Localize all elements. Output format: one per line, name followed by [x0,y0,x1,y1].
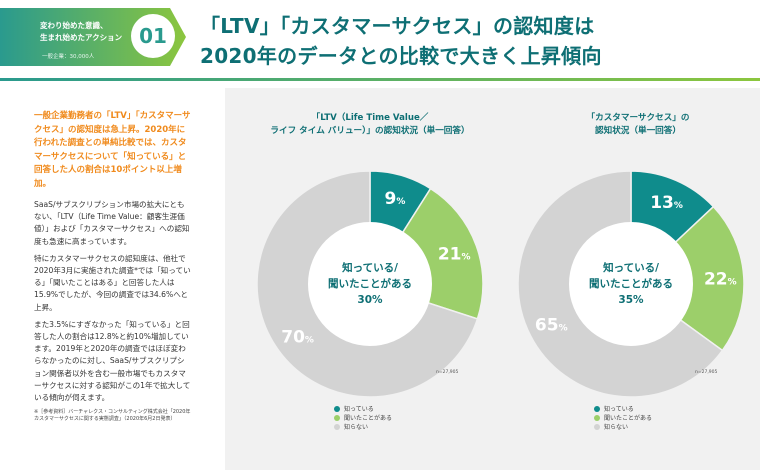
legend-item-heard: 聞いたことがある [594,413,652,422]
legend-item-unknown: 知らない [594,422,652,431]
chart-1-legend: 知っている 聞いたことがある 知らない [334,404,392,431]
legend-label-unknown: 知らない [344,424,369,431]
chart-1-title: 「LTV（Life Time Value／ ライフ タイム バリュー）」の認知状… [225,112,515,138]
donut-hole [308,222,432,346]
section-badge: 変わり始めた意識、 生まれ始めたアクション 一般企業：30,000人 01 [0,8,186,66]
legend-dot-heard [594,414,600,421]
body-paragraph-3: また3.5%にすぎなかった「知っている」と回答した人の割合は12.8%と約10%… [34,319,191,403]
chart-1-title-line-1: 「LTV（Life Time Value／ [311,113,429,123]
page-title-line-1: 「LTV」「カスタマーサクセス」の認知度は [200,14,595,38]
chart-2-title-line-2: 認知状況（単一回答） [595,126,681,136]
donut-center-value: 35% [618,294,644,306]
legend-dot-heard [334,414,340,421]
legend-label-known: 知っている [604,406,634,413]
body-text-column: 一般企業勤務者の「LTV」「カスタマーサクセス」の認知度は急上昇。2020年に行… [34,110,192,423]
chart-2-title-line-1: 「カスタマーサクセス」の [586,113,690,123]
badge-sample-note: 一般企業：30,000人 [42,54,95,60]
page-title-line-2: 2020年のデータとの比較で大きく上昇傾向 [200,44,602,68]
donut-center-line-1: 知っている/ [603,261,659,274]
legend-item-known: 知っている [594,404,652,413]
header-rule [0,78,760,81]
legend-dot-known [594,405,600,412]
page-header: 変わり始めた意識、 生まれ始めたアクション 一般企業：30,000人 01 「L… [0,0,760,82]
chart-1-title-line-2: ライフ タイム バリュー）」の認知状況（単一回答） [270,126,470,136]
chart-2-sample-note: n=27,905 [695,370,718,375]
legend-dot-unknown [334,423,340,430]
donut-center-line-1: 知っている/ [342,261,398,274]
body-paragraph-1: SaaS/サブスクリプション市場の拡大にともない、「LTV（Life Time … [34,200,190,246]
legend-item-unknown: 知らない [334,422,392,431]
badge-line-2: 生まれ始めたアクション [40,33,123,42]
legend-label-heard: 聞いたことがある [344,415,393,422]
legend-label-unknown: 知らない [604,424,629,431]
legend-label-heard: 聞いたことがある [604,415,653,422]
chart-2-title: 「カスタマーサクセス」の 認知状況（単一回答） [503,112,760,138]
legend-item-known: 知っている [334,404,392,413]
chart-1-sample-note: n=27,905 [436,370,459,375]
legend-label-known: 知っている [344,406,374,413]
legend-item-heard: 聞いたことがある [334,413,392,422]
donut-center-value: 30% [357,294,383,306]
donut-center-line-2: 聞いたことがある [589,277,673,290]
section-number: 01 [131,14,175,58]
chart-2-legend: 知っている 聞いたことがある 知らない [594,404,652,431]
body-paragraph-2: 特にカスタマーサクセスの認知度は、他社で2020年3月に実施された調査*では「知… [34,253,191,312]
reference-note: ※［参考資料］バーチャレクス・コンサルティング株式会社「2020年カスタマーサク… [34,409,191,423]
badge-line-1: 変わり始めた意識、 [40,21,108,30]
lead-paragraph: 一般企業勤務者の「LTV」「カスタマーサクセス」の認知度は急上昇。2020年に行… [34,111,191,189]
legend-dot-known [334,405,340,412]
legend-dot-unknown [594,423,600,430]
donut-center-line-2: 聞いたことがある [328,277,412,290]
donut-hole [569,222,693,346]
charts-panel: 「LTV（Life Time Value／ ライフ タイム バリュー）」の認知状… [225,88,760,470]
